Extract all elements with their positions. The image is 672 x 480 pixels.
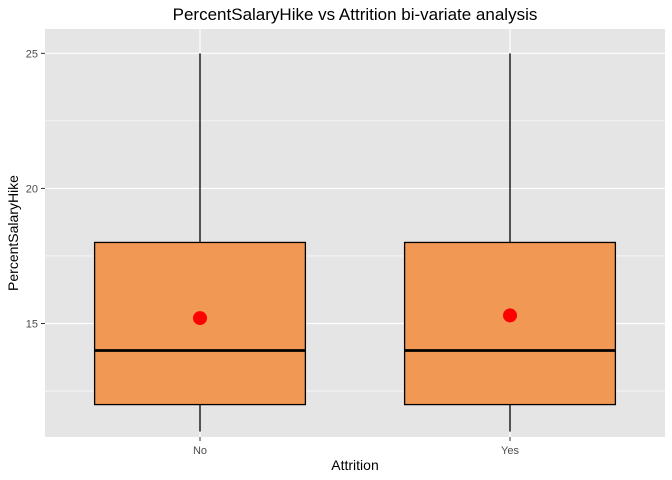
box-series — [93, 53, 617, 432]
y-tick-label: 20 — [26, 183, 38, 195]
box-no — [93, 53, 307, 432]
y-tick-label: 25 — [26, 48, 38, 60]
x-tick-label: Yes — [501, 445, 519, 457]
chart-title: PercentSalaryHike vs Attrition bi-variat… — [173, 5, 538, 24]
x-axis: No Yes — [193, 437, 519, 457]
box-yes — [403, 53, 617, 432]
mean-point — [503, 308, 517, 323]
y-tick-label: 15 — [26, 319, 38, 331]
x-axis-title: Attrition — [331, 457, 378, 473]
y-axis: 15 20 25 — [26, 48, 45, 331]
y-axis-title: PercentSalaryHike — [5, 175, 21, 291]
x-tick-label: No — [193, 445, 207, 457]
box-iqr — [403, 241, 617, 406]
mean-point — [193, 311, 207, 326]
